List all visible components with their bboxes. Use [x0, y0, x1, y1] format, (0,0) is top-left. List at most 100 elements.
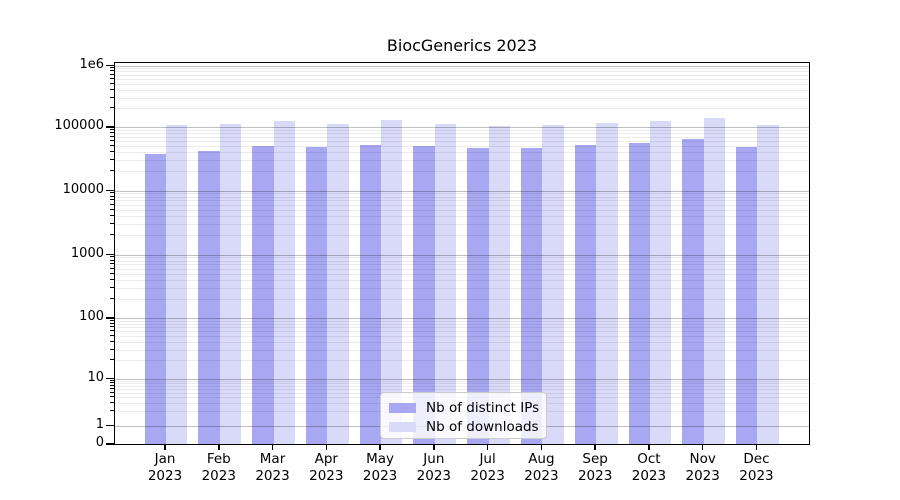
y-tick-label: 0: [95, 435, 104, 450]
y-minor-tick-mark: [110, 159, 114, 161]
y-tick-label: 10: [87, 369, 104, 385]
legend-label-distinct-ips: Nb of distinct IPs: [426, 399, 540, 416]
bar-downloads-may: [381, 120, 403, 444]
y-minor-tick-mark: [110, 88, 114, 90]
x-tick-mark: [164, 445, 166, 450]
y-minor-tick-mark: [110, 96, 114, 98]
x-tick-label-nov: Nov 2023: [685, 451, 720, 484]
y-minor-tick-mark: [110, 214, 114, 216]
bar-distinct-ips-jun: [413, 146, 435, 444]
y-minor-tick-mark: [110, 384, 114, 386]
y-tick-label: 10000: [62, 181, 104, 197]
y-minor-tick-mark: [110, 170, 114, 172]
bar-downloads-sep: [596, 123, 618, 444]
y-tick-label: 100000: [54, 118, 104, 133]
y-minor-tick-mark: [110, 74, 114, 76]
y-minor-tick-mark: [110, 379, 114, 381]
y-minor-tick-mark: [110, 297, 114, 299]
y-tick-label: 1: [95, 416, 104, 432]
x-tick-mark: [540, 445, 543, 450]
y-minor-tick-mark: [110, 278, 114, 280]
y-minor-tick-mark: [110, 234, 114, 236]
y-minor-tick-mark: [110, 135, 114, 137]
legend: Nb of distinct IPs Nb of downloads: [380, 392, 547, 439]
y-tick-mark: [106, 126, 114, 128]
y-minor-tick-mark: [110, 107, 114, 109]
bar-downloads-nov: [703, 118, 726, 444]
x-tick-label-mar: Mar 2023: [255, 451, 290, 484]
x-tick-label-dec: Dec 2023: [739, 451, 774, 484]
bar-downloads-jul: [488, 125, 510, 444]
y-minor-tick-mark: [110, 410, 114, 412]
bar-distinct-ips-nov: [682, 139, 704, 444]
chart-title: BiocGenerics 2023: [386, 36, 538, 55]
bar-distinct-ips-aug: [520, 147, 543, 444]
bar-distinct-ips-dec: [736, 146, 758, 444]
x-tick-label-apr: Apr 2023: [309, 451, 344, 484]
legend-swatch-distinct-ips: [389, 402, 416, 413]
y-tick-mark: [106, 317, 114, 319]
x-tick-label-sep: Sep 2023: [577, 451, 613, 484]
bar-downloads-jun: [434, 123, 457, 444]
y-tick-label: 1e6: [79, 56, 104, 72]
y-tick-mark: [106, 443, 114, 445]
y-minor-tick-mark: [110, 78, 114, 80]
bar-downloads-jan: [166, 124, 188, 444]
x-tick-label-jul: Jul 2023: [470, 451, 505, 484]
bar-distinct-ips-oct: [628, 143, 650, 444]
y-minor-tick-mark: [110, 128, 114, 130]
y-minor-tick-mark: [110, 387, 114, 389]
y-minor-tick-mark: [110, 132, 114, 134]
y-minor-tick-mark: [110, 208, 114, 210]
x-tick-mark: [755, 445, 758, 450]
y-minor-tick-mark: [110, 199, 114, 201]
y-minor-tick-mark: [110, 259, 114, 261]
y-minor-tick-mark: [110, 402, 114, 404]
bar-downloads-aug: [542, 125, 564, 444]
y-tick-mark: [106, 424, 114, 426]
bar-downloads-apr: [327, 123, 349, 444]
y-minor-tick-mark: [110, 341, 114, 343]
legend-entry-distinct-ips: Nb of distinct IPs: [389, 398, 540, 417]
y-minor-tick-mark: [110, 140, 114, 142]
y-minor-tick-mark: [110, 151, 114, 153]
x-tick-label-aug: Aug 2023: [524, 451, 559, 484]
x-tick-mark: [433, 445, 435, 450]
y-tick-label: 1000: [70, 245, 104, 261]
y-minor-tick-mark: [110, 263, 114, 265]
bar-downloads-mar: [273, 120, 295, 444]
x-tick-label-oct: Oct 2023: [631, 451, 667, 484]
bar-distinct-ips-mar: [252, 145, 274, 444]
bar-downloads-oct: [649, 120, 672, 444]
legend-label-downloads: Nb of downloads: [426, 418, 539, 435]
x-tick-mark: [271, 445, 274, 450]
bar-distinct-ips-sep: [574, 145, 597, 444]
legend-entry-downloads: Nb of downloads: [389, 417, 539, 436]
y-tick-mark: [106, 253, 114, 255]
y-minor-tick-mark: [110, 256, 114, 258]
y-minor-tick-mark: [110, 67, 114, 69]
y-minor-tick-mark: [110, 83, 114, 84]
y-minor-tick-mark: [110, 70, 114, 72]
bar-distinct-ips-may: [359, 144, 382, 444]
y-tick-mark: [106, 377, 114, 379]
bars-layer: [115, 63, 809, 444]
y-minor-tick-mark: [110, 267, 114, 269]
y-minor-tick-mark: [110, 391, 114, 393]
y-minor-tick-mark: [110, 272, 114, 274]
x-tick-mark: [379, 445, 381, 450]
x-tick-mark: [701, 445, 704, 450]
x-tick-label-feb: Feb 2023: [201, 451, 236, 484]
y-tick-mark: [106, 189, 114, 191]
x-tick-mark: [594, 445, 596, 450]
bar-distinct-ips-apr: [305, 146, 328, 444]
bar-downloads-feb: [219, 124, 242, 444]
bar-distinct-ips-jul: [467, 147, 489, 444]
y-minor-tick-mark: [110, 326, 114, 328]
y-minor-tick-mark: [110, 203, 114, 205]
bar-distinct-ips-feb: [198, 150, 220, 444]
y-minor-tick-mark: [110, 359, 114, 361]
x-tick-label-jun: Jun 2023: [416, 451, 452, 484]
x-tick-label-jan: Jan 2023: [147, 451, 183, 484]
